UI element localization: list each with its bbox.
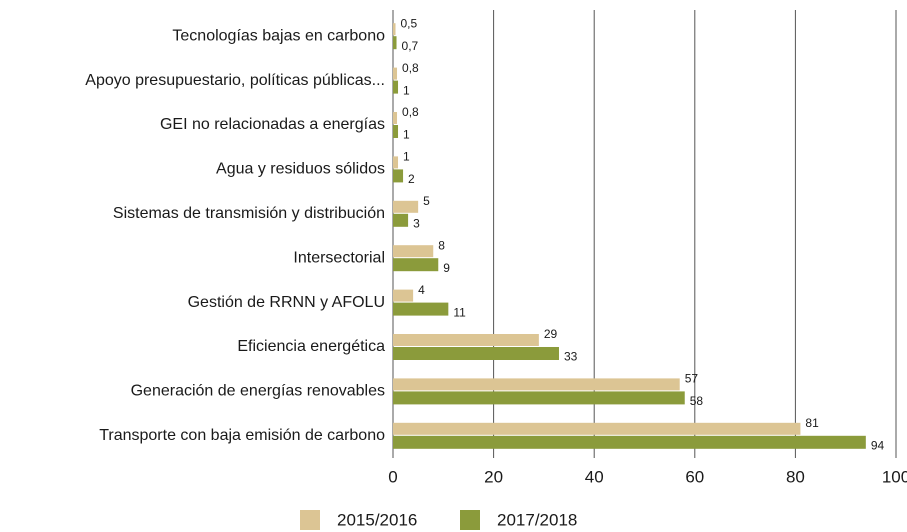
bar [393,200,419,213]
bar [393,112,398,124]
legend-swatch [460,510,480,530]
value-label: 58 [690,394,704,408]
x-tick-label: 40 [585,467,604,486]
value-label: 11 [453,305,466,319]
bar [393,80,399,94]
category-label: Gestión de RRNN y AFOLU [188,294,385,311]
bar [393,347,559,360]
value-label: 1 [403,150,410,164]
bar [393,302,449,316]
value-label: 1 [403,128,410,142]
value-label: 0,7 [402,39,419,53]
category-label: Sistemas de transmisión y distribución [113,205,385,222]
value-label: 0,8 [402,61,419,75]
value-label: 3 [413,216,420,230]
bar [393,378,680,391]
bar [393,125,399,138]
value-label: 0,5 [401,16,418,30]
category-label: Eficiencia energética [237,338,385,355]
category-label: Apoyo presupuestario, políticas públicas… [85,72,385,89]
bar [393,391,685,405]
value-label: 94 [871,438,885,452]
x-tick-label: 20 [484,467,503,486]
x-tick-label: 80 [786,467,805,486]
value-label: 29 [544,327,558,341]
value-label: 81 [805,416,819,430]
legend-label: 2017/2018 [497,510,577,529]
bar [393,258,439,272]
value-label: 5 [423,194,430,208]
bar [393,435,866,449]
category-label: Transporte con baja emisión de carbono [99,427,385,444]
bar [393,422,801,435]
value-label: 9 [443,261,450,275]
x-tick-label: 0 [388,467,397,486]
bar [393,156,399,169]
value-label: 57 [685,372,699,386]
category-label: GEI no relacionadas a energías [160,116,385,133]
x-tick-label: 100 [882,467,907,486]
category-label: Agua y residuos sólidos [216,161,385,178]
value-label: 0,8 [402,105,419,119]
bar [393,67,398,80]
bar [393,245,434,258]
bar [393,169,404,183]
category-label: Intersectorial [293,249,385,266]
value-label: 4 [418,283,425,297]
category-label: Tecnologías bajas en carbono [172,27,385,44]
category-label: Generación de energías renovables [131,383,385,400]
bar [393,213,409,227]
bar [393,36,397,50]
bar [393,289,414,302]
bar [393,23,396,36]
legend-swatch [300,510,320,530]
value-label: 2 [408,172,415,186]
value-label: 8 [438,238,445,252]
value-label: 1 [403,83,410,97]
x-tick-label: 60 [685,467,704,486]
legend-label: 2015/2016 [337,510,417,529]
value-label: 33 [564,350,578,364]
bar [393,334,539,346]
